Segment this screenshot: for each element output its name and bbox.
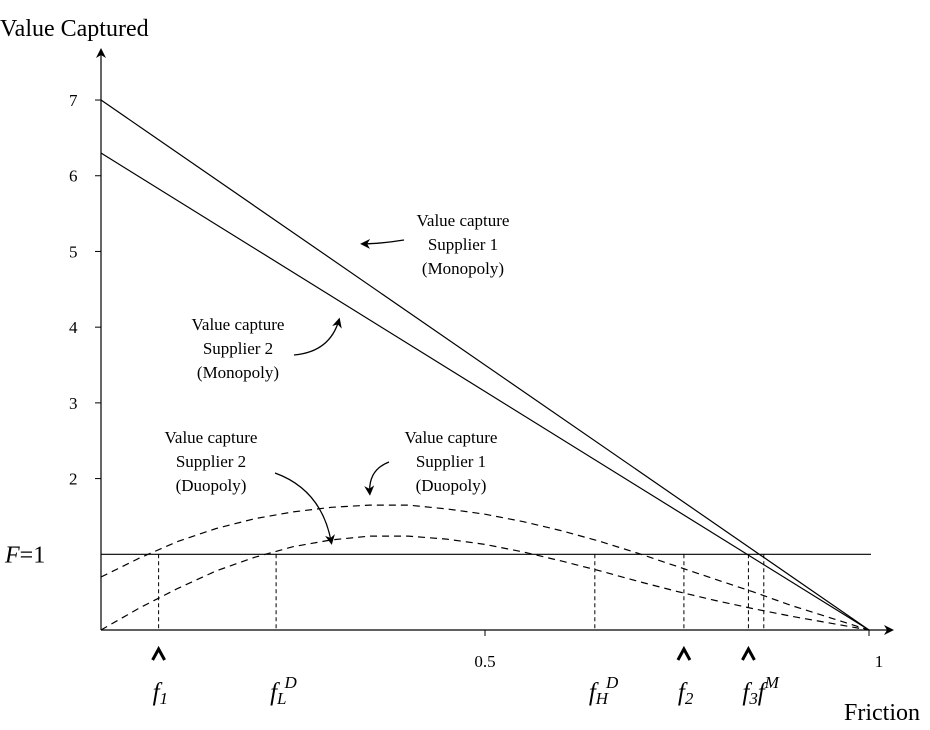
annotation-line: Value capture — [405, 428, 498, 447]
axes: 2 3 4 5 6 7 0.5 1 F=1 — [4, 48, 894, 671]
friction-marker-label: f2 — [678, 679, 694, 708]
friction-marker-label: fM — [758, 673, 780, 706]
annotation-label: Value capture Supplier 1 (Monopoly) — [417, 211, 510, 278]
annotation-arrow — [360, 238, 405, 249]
hat-icon — [151, 645, 166, 661]
annotation-line: Supplier 1 — [416, 452, 486, 471]
x-tick-label: 0.5 — [474, 652, 495, 671]
y-tick-label: 2 — [69, 470, 78, 489]
annotation-line: Value capture — [417, 211, 510, 230]
y-tick-label: 5 — [69, 242, 78, 261]
friction-marker-label: fLD — [270, 673, 297, 708]
hat-icon — [676, 645, 692, 661]
series-line-1 — [100, 99, 870, 631]
annotation-line: Supplier 1 — [428, 235, 498, 254]
annotation-label: Value capture Supplier 2 (Monopoly) — [192, 315, 285, 382]
reference-line-label: F=1 — [4, 542, 45, 568]
annotation-line: Supplier 2 — [203, 339, 273, 358]
annotation-arrow — [274, 472, 335, 545]
annotation-arrow — [364, 461, 390, 496]
y-tick-label: 7 — [69, 91, 78, 110]
series-group — [100, 99, 871, 631]
friction-marker-label: f1 — [153, 679, 168, 708]
annotation-label: Value capture Supplier 2 (Duopoly) — [165, 428, 258, 495]
annotation-line: (Monopoly) — [197, 363, 279, 382]
annotation-line: (Monopoly) — [422, 259, 504, 278]
friction-marker-label: f3 — [742, 679, 757, 708]
annotation-line: Value capture — [192, 315, 285, 334]
x-tick-label: 1 — [875, 652, 884, 671]
x-axis-title: Friction — [844, 700, 920, 726]
annotation-line: Value capture — [165, 428, 258, 447]
y-axis-title: Value Captured — [0, 16, 149, 42]
y-tick-label: 4 — [69, 318, 78, 337]
series-line-4 — [100, 535, 870, 631]
friction-marker-label: fHD — [589, 673, 619, 708]
hat-icon — [741, 645, 756, 661]
annotation-label: Value capture Supplier 1 (Duopoly) — [405, 428, 498, 495]
annotation-line: (Duopoly) — [416, 476, 487, 495]
friction-markers: f1 fLD fHD f2 f3 fM — [151, 554, 780, 708]
annotation-arrow — [293, 317, 342, 356]
y-tick-label: 6 — [69, 167, 78, 186]
series-line-3 — [100, 504, 870, 631]
annotation-line: (Duopoly) — [176, 476, 247, 495]
y-tick-label: 3 — [69, 394, 78, 413]
annotation-line: Supplier 2 — [176, 452, 246, 471]
series-line-2 — [100, 152, 870, 631]
